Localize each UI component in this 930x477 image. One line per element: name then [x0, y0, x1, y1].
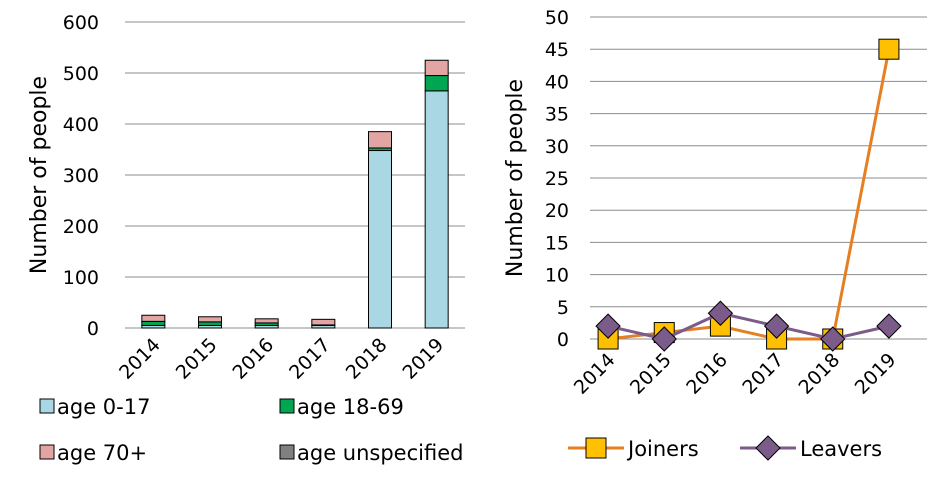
- series-line: [607, 48, 891, 341]
- bar-segment: [141, 314, 166, 322]
- legend-item: Leavers: [740, 435, 882, 461]
- bar-segment: [141, 320, 166, 326]
- data-point: [878, 38, 900, 60]
- x-tick-label: 2016: [682, 349, 732, 399]
- x-tick-label: 2019: [398, 334, 448, 384]
- series-joiners: [597, 38, 900, 350]
- x-tick-label: 2015: [172, 334, 222, 384]
- bar-segment: [368, 131, 392, 149]
- legend-item: age 0-17: [39, 395, 150, 419]
- x-tick-label: 2017: [738, 349, 788, 399]
- legend-swatch: [279, 444, 295, 460]
- bar-segment: [424, 75, 449, 92]
- x-tick-label: 2018: [342, 334, 392, 384]
- legend: age 0-17 age 18-69 age 70+ age unspecified: [39, 395, 463, 465]
- y-tick-label: 400: [63, 114, 99, 136]
- bar-segment: [198, 321, 222, 326]
- y-tick-label: 45: [545, 39, 569, 61]
- y-tick-label: 100: [63, 267, 99, 289]
- y-axis-title: Number of people: [27, 76, 52, 274]
- y-tick-label: 50: [545, 7, 569, 29]
- y-tick-label: 0: [557, 329, 569, 351]
- legend-swatch: [39, 398, 55, 414]
- x-tick-label: 2014: [115, 334, 165, 384]
- x-tick-label: 2018: [795, 349, 845, 399]
- y-tick-label: 600: [63, 12, 99, 34]
- data-point: [755, 435, 781, 461]
- legend-swatch: [39, 444, 55, 460]
- bar-segment: [424, 59, 449, 77]
- x-tick-label: 2014: [570, 349, 620, 399]
- series-line: [607, 311, 890, 341]
- x-tick-label: 2016: [228, 334, 278, 384]
- x-tick-label: 2019: [851, 349, 901, 399]
- data-point: [651, 326, 677, 352]
- legend-swatch: [279, 398, 295, 414]
- y-tick-label: 40: [545, 71, 569, 93]
- y-tick-label: 35: [545, 104, 569, 126]
- legend-label: age 0-17: [57, 395, 150, 419]
- y-tick-label: 200: [63, 216, 99, 238]
- legend-label: age unspecified: [297, 441, 463, 465]
- x-tick-label: 2017: [285, 334, 335, 384]
- data-point: [707, 300, 734, 326]
- y-tick-label: 15: [545, 232, 569, 254]
- data-point: [585, 437, 607, 459]
- legend-item: age 70+: [39, 441, 147, 465]
- x-tick-label: 2015: [626, 349, 676, 399]
- y-tick-label: 300: [63, 165, 99, 187]
- legend-label: Leavers: [800, 437, 882, 461]
- data-point: [876, 313, 902, 339]
- y-tick-label: 0: [87, 318, 99, 340]
- line-chart: 0 5 10 15 20 25 30 35 40 45 50 Number of people 2014…: [503, 7, 927, 461]
- legend-item: Joiners: [568, 437, 699, 461]
- bar-segment: [198, 316, 222, 323]
- y-tick-label: 30: [545, 136, 569, 158]
- legend-item: age 18-69: [279, 395, 404, 419]
- legend-item: age unspecified: [279, 441, 463, 465]
- y-axis-title: Number of people: [503, 79, 528, 277]
- bar-segment: [368, 150, 392, 329]
- legend-label: Joiners: [626, 437, 699, 461]
- data-point: [595, 313, 621, 339]
- legend-label: age 70+: [57, 441, 147, 465]
- data-point: [763, 313, 790, 339]
- legend-label: age 18-69: [297, 395, 404, 419]
- bar-segment: [254, 318, 279, 324]
- bar-segment: [424, 90, 449, 329]
- legend: Joiners Leavers: [568, 435, 882, 461]
- y-tick-label: 10: [545, 265, 569, 287]
- y-tick-label: 25: [545, 168, 569, 190]
- series-leavers: [595, 300, 902, 352]
- data-point: [820, 326, 846, 352]
- bar-segment: [311, 318, 336, 326]
- y-tick-label: 500: [63, 63, 99, 85]
- y-tick-label: 5: [557, 297, 569, 319]
- y-tick-label: 20: [545, 200, 569, 222]
